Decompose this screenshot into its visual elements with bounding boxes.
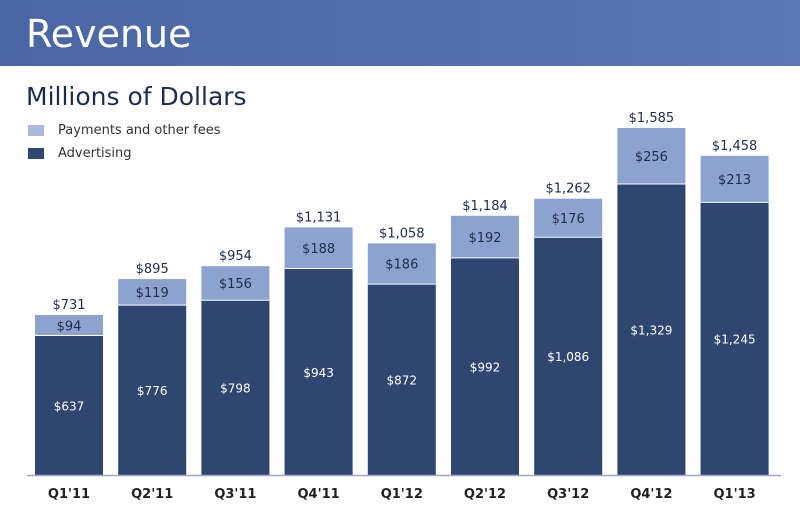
data-label-advertising: $776 — [137, 384, 168, 398]
bar-advertising — [35, 335, 103, 475]
data-label-payments: $156 — [219, 277, 252, 292]
bar-payments — [451, 215, 519, 258]
data-label-payments: $213 — [718, 173, 751, 188]
data-label-total: $1,262 — [545, 182, 591, 197]
data-label-payments: $119 — [136, 286, 169, 301]
x-tick-label: Q2'12 — [464, 487, 506, 502]
bar-advertising — [367, 284, 436, 475]
data-label-payments: $176 — [552, 212, 585, 227]
data-label-total: $1,458 — [712, 139, 758, 154]
data-label-advertising: $1,086 — [547, 350, 589, 364]
data-label-total: $1,131 — [296, 210, 342, 225]
bar-payments — [118, 279, 187, 306]
bar-payments — [35, 314, 103, 336]
legend-label-advertising: Advertising — [58, 146, 132, 161]
x-tick-label: Q3'12 — [547, 487, 589, 502]
chart-subtitle: Millions of Dollars — [26, 82, 247, 111]
data-label-total: $954 — [219, 249, 252, 264]
bar-advertising — [118, 305, 187, 475]
data-label-total: $1,184 — [462, 199, 508, 214]
bar-advertising — [201, 300, 270, 475]
legend-swatch-advertising — [28, 148, 44, 159]
bar-payments — [201, 266, 270, 301]
data-label-advertising: $798 — [220, 382, 251, 396]
chart-title: Revenue — [26, 12, 192, 56]
bar-advertising — [284, 268, 353, 475]
x-tick-label: Q4'11 — [298, 487, 340, 502]
bar-payments — [284, 227, 353, 269]
bar-advertising — [534, 237, 603, 475]
x-tick-label: Q3'11 — [214, 487, 256, 502]
data-label-payments: $256 — [635, 150, 668, 165]
data-label-payments: $192 — [468, 231, 501, 246]
bar-payments — [700, 155, 769, 203]
data-label-advertising: $1,245 — [714, 333, 756, 347]
x-tick-label: Q1'12 — [381, 487, 423, 502]
data-label-advertising: $943 — [303, 366, 334, 380]
bar-advertising — [700, 202, 769, 475]
bar-payments — [617, 128, 686, 185]
legend-label-payments: Payments and other fees — [58, 123, 221, 138]
x-tick-label: Q2'11 — [131, 487, 173, 502]
x-tick-label: Q4'12 — [630, 487, 672, 502]
bar-advertising — [617, 184, 686, 476]
data-label-total: $895 — [136, 262, 169, 277]
data-label-advertising: $992 — [470, 360, 501, 374]
data-label-total: $1,585 — [629, 111, 675, 126]
data-label-payments: $188 — [302, 242, 335, 257]
data-label-advertising: $637 — [54, 399, 85, 413]
data-label-total: $1,058 — [379, 226, 425, 241]
data-label-payments: $186 — [385, 258, 418, 273]
bar-payments — [534, 198, 603, 238]
data-label-payments: $94 — [57, 319, 82, 334]
data-label-advertising: $1,329 — [630, 324, 672, 338]
legend-item-payments: Payments and other fees — [28, 123, 221, 138]
x-tick-label: Q1'13 — [714, 487, 756, 502]
legend-item-advertising: Advertising — [28, 146, 132, 161]
bar-payments — [367, 243, 436, 285]
data-label-total: $731 — [52, 298, 85, 313]
title-banner: Revenue — [0, 0, 800, 66]
bar-advertising — [451, 257, 519, 475]
x-tick-label: Q1'11 — [48, 487, 90, 502]
data-label-advertising: $872 — [387, 374, 418, 388]
legend-swatch-payments — [28, 125, 44, 136]
